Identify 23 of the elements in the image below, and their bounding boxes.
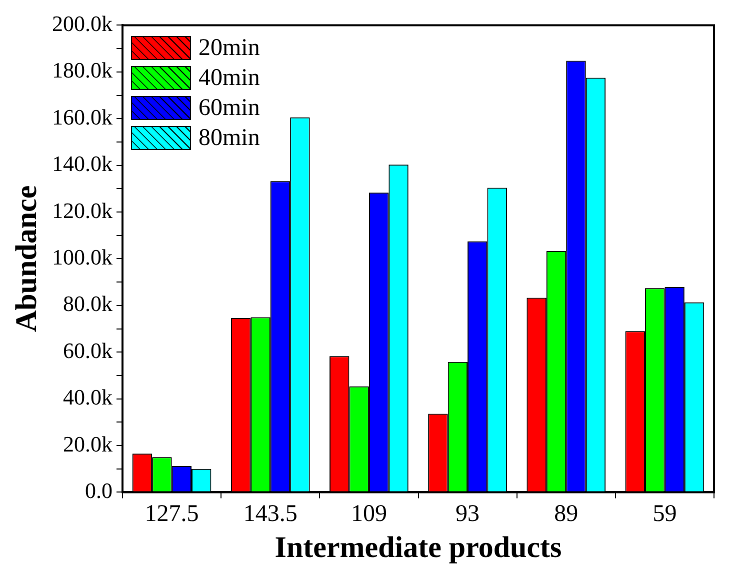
y-tick-label: 40.0k [63, 384, 112, 410]
y-tick-label: 200.0k [52, 10, 112, 36]
y-tick-label: 80.0k [63, 291, 112, 316]
y-tick-label: 140.0k [52, 151, 112, 176]
x-tick-label: 109 [350, 500, 387, 527]
x-tick-label: 143.5 [243, 500, 298, 527]
y-tick-label: 160.0k [52, 104, 112, 130]
x-tick-label: 89 [554, 500, 578, 527]
y-tick-label: 60.0k [63, 338, 112, 363]
x-tick-label: 93 [456, 500, 480, 527]
y-axis-title: Abundance [10, 185, 43, 332]
x-tick-label: 127.5 [144, 500, 199, 527]
legend-label: 20min [198, 35, 260, 62]
y-tick-label: 0.0 [85, 478, 112, 503]
y-tick-label: 180.0k [52, 58, 112, 83]
y-tick-label: 120.0k [52, 198, 112, 223]
x-tick-label: 59 [652, 500, 677, 527]
legend-label: 60min [198, 95, 260, 122]
legend-label: 40min [198, 65, 260, 92]
y-tick-label: 100.0k [52, 244, 112, 270]
y-tick-label: 20.0k [63, 431, 112, 456]
legend-label: 80min [198, 125, 260, 152]
x-axis-title: Intermediate products [274, 530, 562, 564]
